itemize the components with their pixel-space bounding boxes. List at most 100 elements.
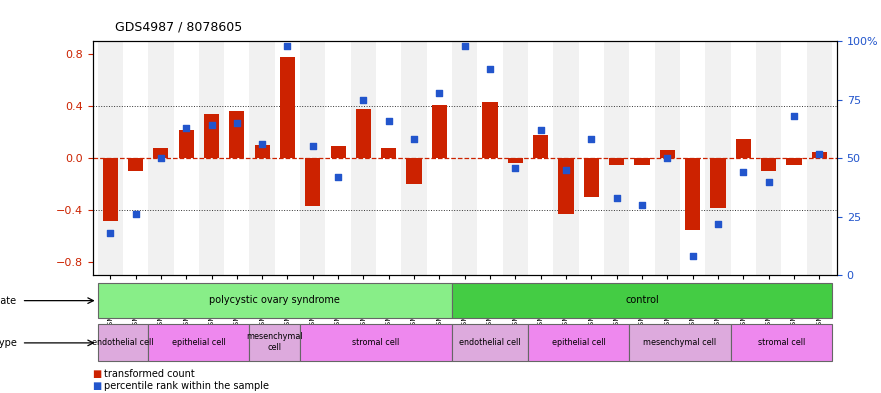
Bar <box>756 41 781 275</box>
Point <box>737 169 751 175</box>
Point <box>635 202 649 208</box>
Bar <box>483 102 498 158</box>
Point <box>457 43 471 49</box>
FancyBboxPatch shape <box>98 324 148 362</box>
Bar <box>787 158 802 165</box>
Bar <box>204 114 219 158</box>
Bar <box>559 158 574 214</box>
Bar <box>761 158 776 171</box>
Point <box>357 97 371 103</box>
Bar <box>507 158 523 163</box>
Bar <box>655 41 680 275</box>
FancyBboxPatch shape <box>148 324 249 362</box>
Point <box>103 230 117 236</box>
Point <box>129 211 143 217</box>
Bar <box>153 148 168 158</box>
Point <box>584 136 598 143</box>
Bar <box>781 41 807 275</box>
Point <box>306 143 320 150</box>
Text: epithelial cell: epithelial cell <box>552 338 605 347</box>
Bar <box>807 41 832 275</box>
Text: epithelial cell: epithelial cell <box>172 338 226 347</box>
Bar <box>229 112 244 158</box>
Bar <box>330 147 345 158</box>
Point <box>331 174 345 180</box>
Bar <box>685 158 700 230</box>
Text: stromal cell: stromal cell <box>758 338 805 347</box>
Bar <box>432 105 447 158</box>
Bar <box>148 41 174 275</box>
Bar <box>275 41 300 275</box>
Bar <box>376 41 402 275</box>
Bar <box>680 41 706 275</box>
Point <box>280 43 294 49</box>
Point <box>154 155 168 161</box>
Bar <box>381 148 396 158</box>
Bar <box>710 158 726 208</box>
Text: control: control <box>626 295 659 305</box>
Bar <box>660 151 675 158</box>
Point <box>711 220 725 227</box>
Point <box>433 90 447 96</box>
Point <box>812 151 826 157</box>
Bar <box>325 41 351 275</box>
Bar <box>356 109 371 158</box>
Text: ■: ■ <box>93 369 101 379</box>
FancyBboxPatch shape <box>452 283 832 318</box>
Text: mesenchymal
cell: mesenchymal cell <box>247 332 303 352</box>
Bar <box>255 145 270 158</box>
Bar <box>249 41 275 275</box>
FancyBboxPatch shape <box>629 324 730 362</box>
FancyBboxPatch shape <box>528 324 629 362</box>
Bar <box>179 130 194 158</box>
FancyBboxPatch shape <box>300 324 452 362</box>
FancyBboxPatch shape <box>730 324 832 362</box>
Bar <box>584 158 599 197</box>
Bar <box>280 57 295 158</box>
Bar <box>706 41 730 275</box>
Text: ■: ■ <box>93 381 101 391</box>
Bar <box>98 41 122 275</box>
Text: stromal cell: stromal cell <box>352 338 400 347</box>
Point <box>255 141 270 147</box>
Text: mesenchymal cell: mesenchymal cell <box>643 338 716 347</box>
Point <box>559 167 573 173</box>
Point <box>483 66 497 72</box>
Bar <box>406 158 422 184</box>
Bar <box>533 135 548 158</box>
Text: endothelial cell: endothelial cell <box>93 338 153 347</box>
Point <box>685 253 700 259</box>
Text: polycystic ovary syndrome: polycystic ovary syndrome <box>210 295 340 305</box>
Bar <box>426 41 452 275</box>
FancyBboxPatch shape <box>452 324 528 362</box>
FancyBboxPatch shape <box>98 283 452 318</box>
Bar <box>128 158 143 171</box>
Point <box>381 118 396 124</box>
Point <box>204 122 218 129</box>
Point <box>407 136 421 143</box>
Bar <box>609 158 625 165</box>
Bar <box>730 41 756 275</box>
Text: disease state: disease state <box>0 296 17 306</box>
Bar <box>102 158 118 220</box>
Text: transformed count: transformed count <box>104 369 195 379</box>
Bar <box>402 41 426 275</box>
Bar <box>122 41 148 275</box>
Point <box>761 178 775 185</box>
Point <box>179 125 193 131</box>
Text: cell type: cell type <box>0 338 17 348</box>
Bar <box>553 41 579 275</box>
Point <box>508 164 522 171</box>
Point <box>610 195 624 201</box>
Point <box>787 113 801 119</box>
Bar <box>452 41 478 275</box>
Bar <box>528 41 553 275</box>
Bar <box>300 41 325 275</box>
Text: percentile rank within the sample: percentile rank within the sample <box>104 381 269 391</box>
Bar <box>503 41 528 275</box>
Bar <box>629 41 655 275</box>
Text: endothelial cell: endothelial cell <box>459 338 521 347</box>
Bar <box>811 152 827 158</box>
Bar <box>305 158 321 206</box>
Bar <box>604 41 629 275</box>
